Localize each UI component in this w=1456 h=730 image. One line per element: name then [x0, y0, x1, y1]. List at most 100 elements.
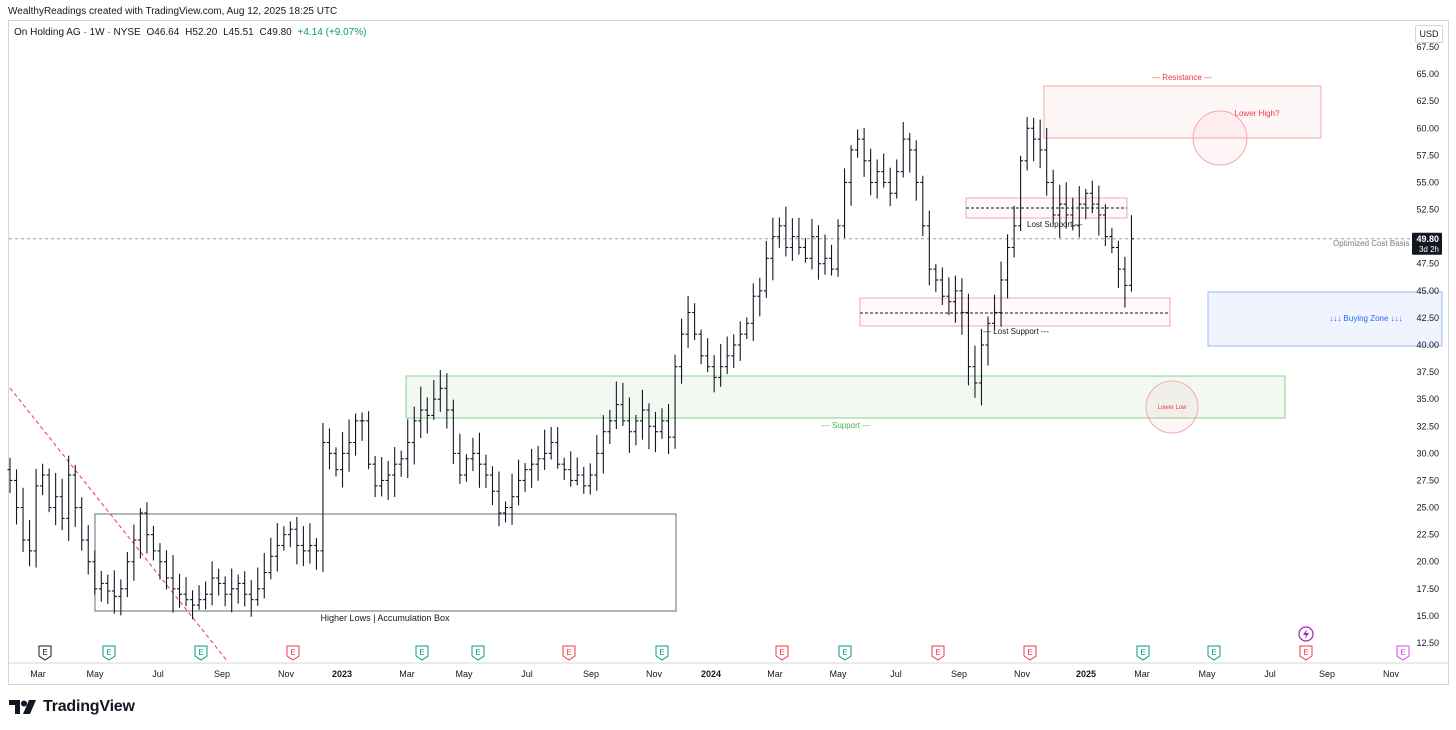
earnings-marker[interactable]: E	[931, 645, 945, 661]
earnings-letter: E	[475, 648, 480, 657]
earnings-marker[interactable]: E	[194, 645, 208, 661]
ohlc-bar	[457, 433, 463, 484]
y-tick-label: 40.00	[1416, 340, 1439, 350]
earnings-letter: E	[419, 648, 424, 657]
ohlc-bar	[1044, 128, 1050, 196]
ohlc-bar	[874, 159, 880, 199]
earnings-icon	[775, 645, 789, 661]
ohlc-bar	[522, 463, 528, 492]
ohlc-bar	[503, 501, 509, 523]
earnings-marker[interactable]: E	[775, 645, 789, 661]
earnings-marker[interactable]: E	[562, 645, 576, 661]
y-tick-label: 15.00	[1416, 611, 1439, 621]
x-tick-label: Jul	[152, 669, 164, 679]
tradingview-logo[interactable]: TradingView	[9, 697, 135, 717]
earnings-icon	[102, 645, 116, 661]
tradingview-logo-text: TradingView	[43, 698, 135, 715]
y-tick-label: 52.50	[1416, 205, 1439, 215]
ohlc-bar	[913, 140, 919, 201]
earnings-marker[interactable]: E	[38, 645, 52, 661]
ohlc-bar	[679, 318, 685, 384]
ohlc-bar	[418, 386, 424, 439]
ohlc-bar	[1089, 180, 1095, 214]
ohlc-bar	[157, 543, 163, 580]
ohlc-bar	[476, 432, 482, 488]
y-tick-label: 55.00	[1416, 177, 1439, 187]
ohlc-bar	[222, 576, 228, 607]
ohlc-bar	[1102, 204, 1108, 247]
ohlc-bar	[170, 555, 176, 613]
ohlc-bar	[242, 571, 248, 607]
ohlc-bar	[392, 447, 398, 497]
earnings-marker[interactable]: E	[286, 645, 300, 661]
x-tick-label: May	[86, 669, 104, 679]
earnings-letter: E	[842, 648, 847, 657]
ohlc-bar	[639, 389, 645, 440]
y-tick-label: 20.00	[1416, 557, 1439, 567]
ohlc-bar	[59, 478, 65, 531]
tradingview-logo-icon	[9, 700, 36, 714]
ohlc-bar	[737, 321, 743, 361]
ohlc-bar	[53, 472, 59, 526]
earnings-letter: E	[1027, 648, 1032, 657]
ohlc-bar	[757, 277, 763, 317]
support-label: --- Support ---	[822, 421, 871, 430]
earnings-marker[interactable]: E	[471, 645, 485, 661]
ohlc-bar	[835, 219, 841, 277]
y-tick-label: 65.00	[1416, 69, 1439, 79]
last-price-value: 49.80	[1416, 234, 1439, 244]
legend-close: C49.80	[259, 27, 292, 38]
ohlc-bar	[496, 471, 502, 527]
ohlc-bar	[594, 435, 600, 491]
ohlc-bar	[294, 517, 300, 565]
ohlc-bar	[581, 466, 587, 494]
x-tick-label: Jul	[890, 669, 902, 679]
earnings-marker[interactable]: E	[655, 645, 669, 661]
y-tick-label: 32.50	[1416, 421, 1439, 431]
y-tick-label: 25.00	[1416, 503, 1439, 513]
y-tick-label: 67.50	[1416, 42, 1439, 52]
ohlc-bar	[27, 520, 33, 567]
ohlc-bar	[652, 411, 658, 453]
chart-frame[interactable]	[8, 20, 1449, 685]
ohlc-bar	[33, 468, 39, 568]
ohlc-bar	[692, 303, 698, 341]
earnings-letter: E	[659, 648, 664, 657]
currency-button[interactable]: USD	[1415, 25, 1443, 43]
ohlc-bar	[607, 409, 613, 445]
earnings-marker[interactable]: E	[1136, 645, 1150, 661]
earnings-marker[interactable]: E	[102, 645, 116, 661]
ohlc-bar	[952, 275, 958, 323]
legend-open: O46.64	[146, 27, 180, 38]
ohlc-bar	[842, 168, 848, 239]
accumulation-box	[94, 513, 677, 612]
ohlc-bars	[7, 117, 1134, 620]
lightning-icon[interactable]	[1298, 626, 1314, 642]
earnings-marker[interactable]: E	[415, 645, 429, 661]
ohlc-bar	[1024, 117, 1030, 171]
earnings-marker[interactable]: E	[1396, 645, 1410, 661]
ohlc-bar	[509, 473, 515, 525]
ohlc-bar	[424, 397, 430, 434]
ohlc-bar	[548, 426, 554, 460]
earnings-marker[interactable]: E	[1299, 645, 1313, 661]
ohlc-bar	[450, 399, 456, 465]
earnings-marker[interactable]: E	[1207, 645, 1221, 661]
legend-high: H52.20	[185, 27, 218, 38]
ohlc-bar	[659, 408, 665, 439]
earnings-marker[interactable]: E	[1023, 645, 1037, 661]
ohlc-bar	[444, 373, 450, 429]
earnings-icon	[286, 645, 300, 661]
ohlc-bar	[105, 574, 111, 604]
earnings-icon	[1136, 645, 1150, 661]
earnings-icon	[471, 645, 485, 661]
last-price-countdown: 3d 2h	[1419, 245, 1439, 254]
earnings-letter: E	[106, 648, 111, 657]
x-tick-label: 2025	[1076, 669, 1096, 679]
ohlc-bar	[209, 561, 215, 606]
ohlc-bar	[633, 414, 639, 446]
x-tick-label: 2023	[332, 669, 352, 679]
ohlc-bar	[405, 419, 411, 479]
earnings-marker[interactable]: E	[838, 645, 852, 661]
